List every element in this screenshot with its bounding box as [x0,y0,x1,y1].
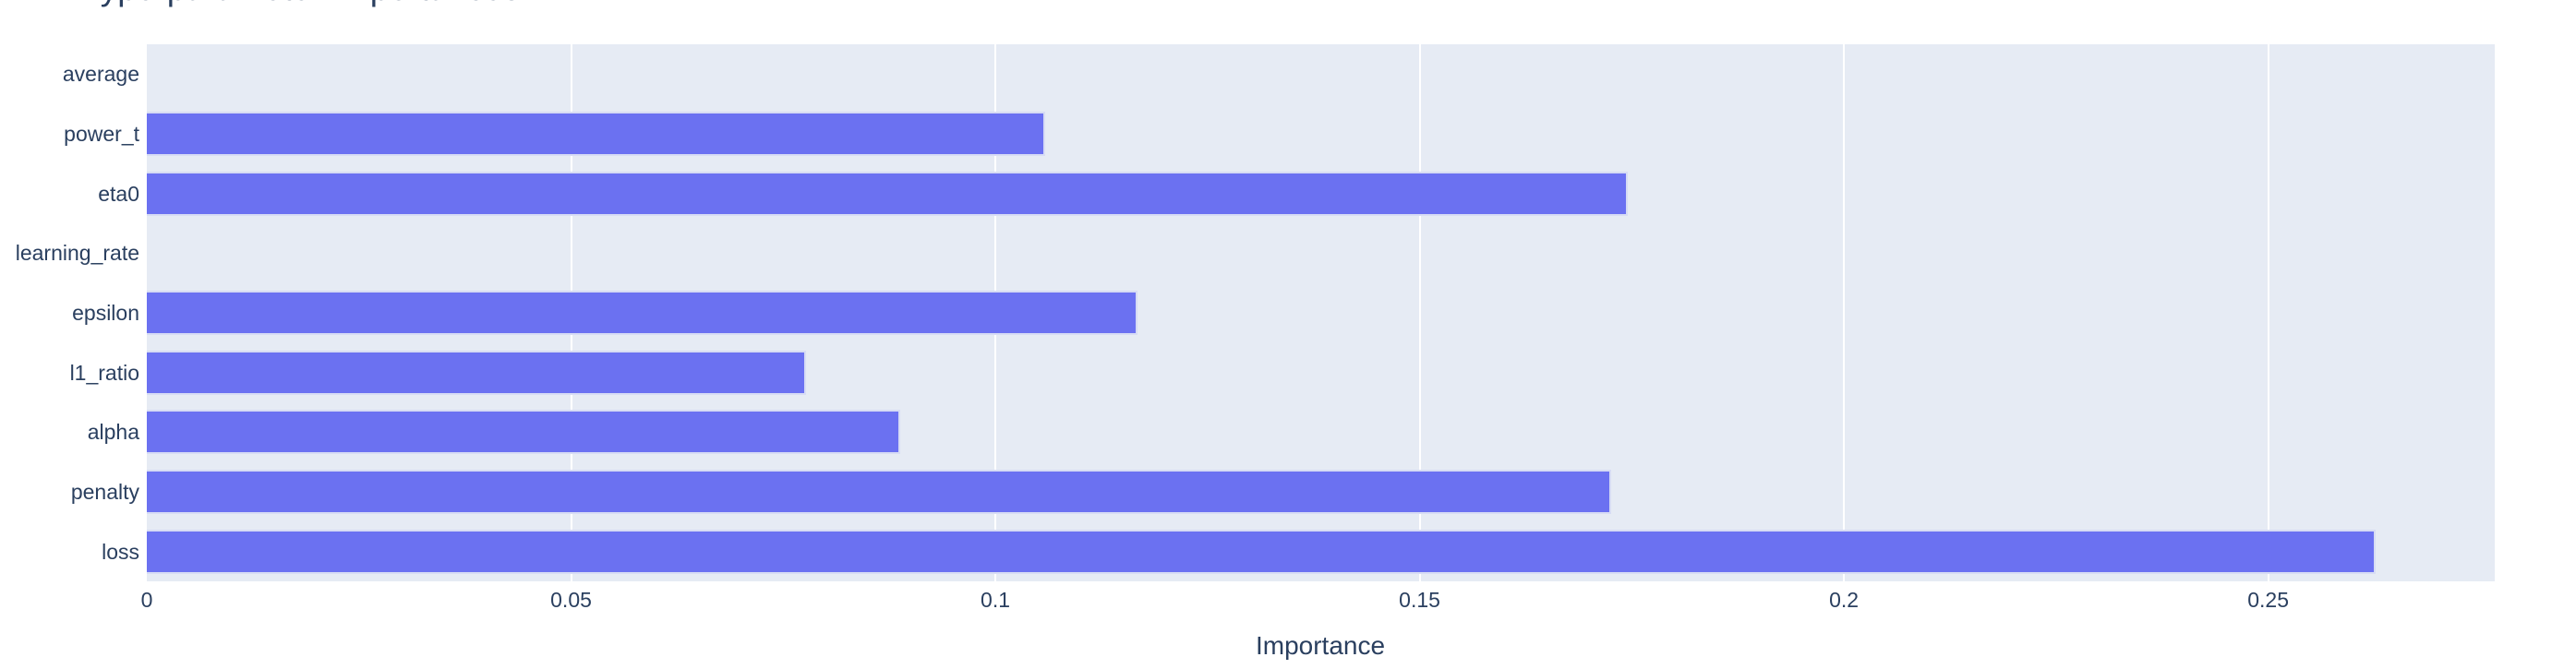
y-axis-label-learning_rate: learning_rate [15,241,139,265]
y-axis-label-average: average [62,62,139,86]
gridline [2267,44,2269,581]
bar-epsilon[interactable] [147,291,1138,335]
y-axis-label-alpha: alpha [87,420,139,444]
y-axis-label-penalty: penalty [70,480,139,504]
y-axis-label-loss: loss [102,540,139,564]
x-tick-label: 0 [140,588,153,612]
x-tick-label: 0.15 [1399,588,1440,612]
x-tick-label: 0.2 [1829,588,1860,612]
y-axis-label-eta0: eta0 [98,182,139,206]
bar-loss[interactable] [147,530,2377,574]
bar-alpha[interactable] [147,410,901,454]
bar-power_t[interactable] [147,112,1046,156]
x-tick-label: 0.1 [981,588,1011,612]
gridline [1843,44,1846,581]
bar-eta0[interactable] [147,172,1628,216]
bar-penalty[interactable] [147,470,1612,514]
plot-area[interactable] [147,44,2495,581]
y-axis-label-epsilon: epsilon [72,301,139,325]
x-tick-label: 0.25 [2247,588,2289,612]
y-axis-label-l1_ratio: l1_ratio [69,361,139,385]
x-axis-title: Importance [1255,631,1386,660]
chart-title: Hyperparameter Importances [76,0,520,6]
bar-l1_ratio[interactable] [147,351,807,395]
x-tick-label: 0.05 [550,588,592,612]
y-axis-label-power_t: power_t [64,122,139,146]
x-axis: 0 0.05 0.1 0.15 0.2 0.25 [141,587,2495,616]
gridline [1418,44,1421,581]
